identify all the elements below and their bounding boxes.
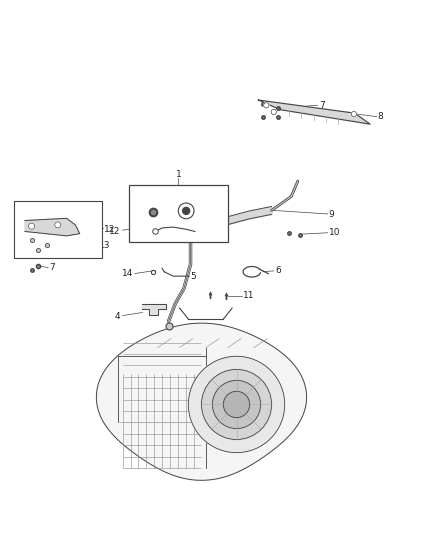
Circle shape <box>55 222 61 228</box>
Text: 6: 6 <box>275 266 281 276</box>
Circle shape <box>264 103 269 108</box>
Circle shape <box>188 356 285 453</box>
Text: 13: 13 <box>99 241 111 250</box>
Circle shape <box>178 203 194 219</box>
Circle shape <box>212 381 261 429</box>
Text: 14: 14 <box>122 269 134 278</box>
Circle shape <box>351 111 357 117</box>
Text: 12: 12 <box>104 225 115 234</box>
Text: 4: 4 <box>115 312 120 321</box>
Text: 7: 7 <box>319 101 325 110</box>
Text: 2: 2 <box>151 196 156 205</box>
Text: 7: 7 <box>49 263 55 272</box>
Circle shape <box>28 223 35 229</box>
Text: 5: 5 <box>191 272 196 281</box>
Text: 3: 3 <box>184 194 189 203</box>
FancyBboxPatch shape <box>129 185 228 243</box>
Circle shape <box>201 369 272 440</box>
Circle shape <box>271 109 276 115</box>
Text: 10: 10 <box>328 228 340 237</box>
Circle shape <box>223 391 250 418</box>
Polygon shape <box>25 219 80 236</box>
FancyBboxPatch shape <box>14 201 102 258</box>
Circle shape <box>183 207 190 214</box>
Text: 12: 12 <box>109 227 120 236</box>
Polygon shape <box>258 100 370 124</box>
Text: 9: 9 <box>328 211 334 219</box>
Polygon shape <box>142 304 166 314</box>
Polygon shape <box>96 323 307 480</box>
Text: 11: 11 <box>243 292 254 301</box>
Text: 8: 8 <box>378 112 383 121</box>
Text: 1: 1 <box>176 170 181 179</box>
